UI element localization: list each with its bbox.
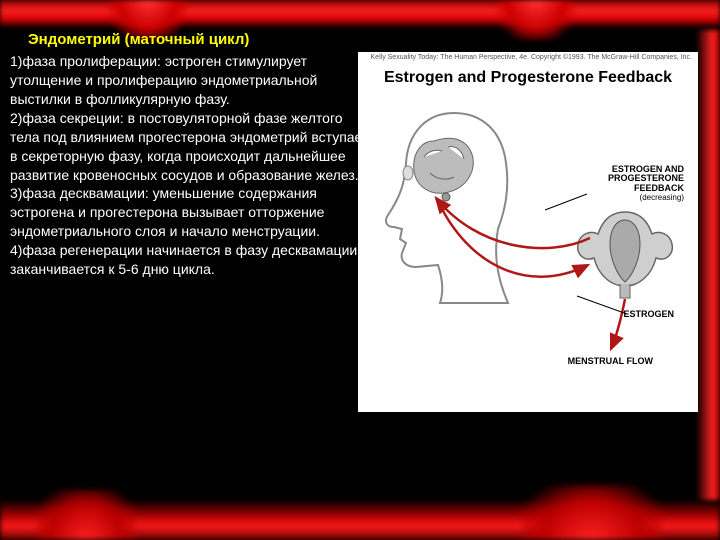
text-content: Эндометрий (маточный цикл) 1)фаза пролиф…	[10, 30, 370, 279]
phase-2: 2)фаза секреции: в постовуляторной фазе …	[10, 109, 370, 185]
flame-right	[696, 30, 720, 500]
diagram-citation: Kelly Sexuality Today: The Human Perspec…	[358, 52, 698, 63]
flame-top	[0, 0, 720, 28]
slide-title: Эндометрий (маточный цикл)	[10, 30, 370, 50]
label-feedback-text: ESTROGEN AND PROGESTERONE FEEDBACK	[608, 164, 684, 193]
eye-icon	[403, 166, 413, 180]
label-feedback: ESTROGEN AND PROGESTERONE FEEDBACK (decr…	[574, 165, 684, 203]
diagram-title: Estrogen and Progesterone Feedback	[358, 69, 698, 87]
diagram-canvas: ESTROGEN AND PROGESTERONE FEEDBACK (decr…	[358, 95, 698, 395]
label-menstrual-flow: MENSTRUAL FLOW	[568, 357, 653, 366]
diagram-panel: Kelly Sexuality Today: The Human Perspec…	[358, 52, 698, 412]
phase-1: 1)фаза пролиферации: эстроген стимулируе…	[10, 52, 370, 109]
phase-3: 3)фаза десквамации: уменьшение содержани…	[10, 184, 370, 241]
label-estrogen: ESTROGEN	[623, 310, 674, 319]
label-decreasing: (decreasing)	[640, 193, 684, 202]
phase-4: 4)фаза регенерации начинается в фазу дес…	[10, 241, 370, 279]
flame-bottom	[0, 500, 720, 540]
